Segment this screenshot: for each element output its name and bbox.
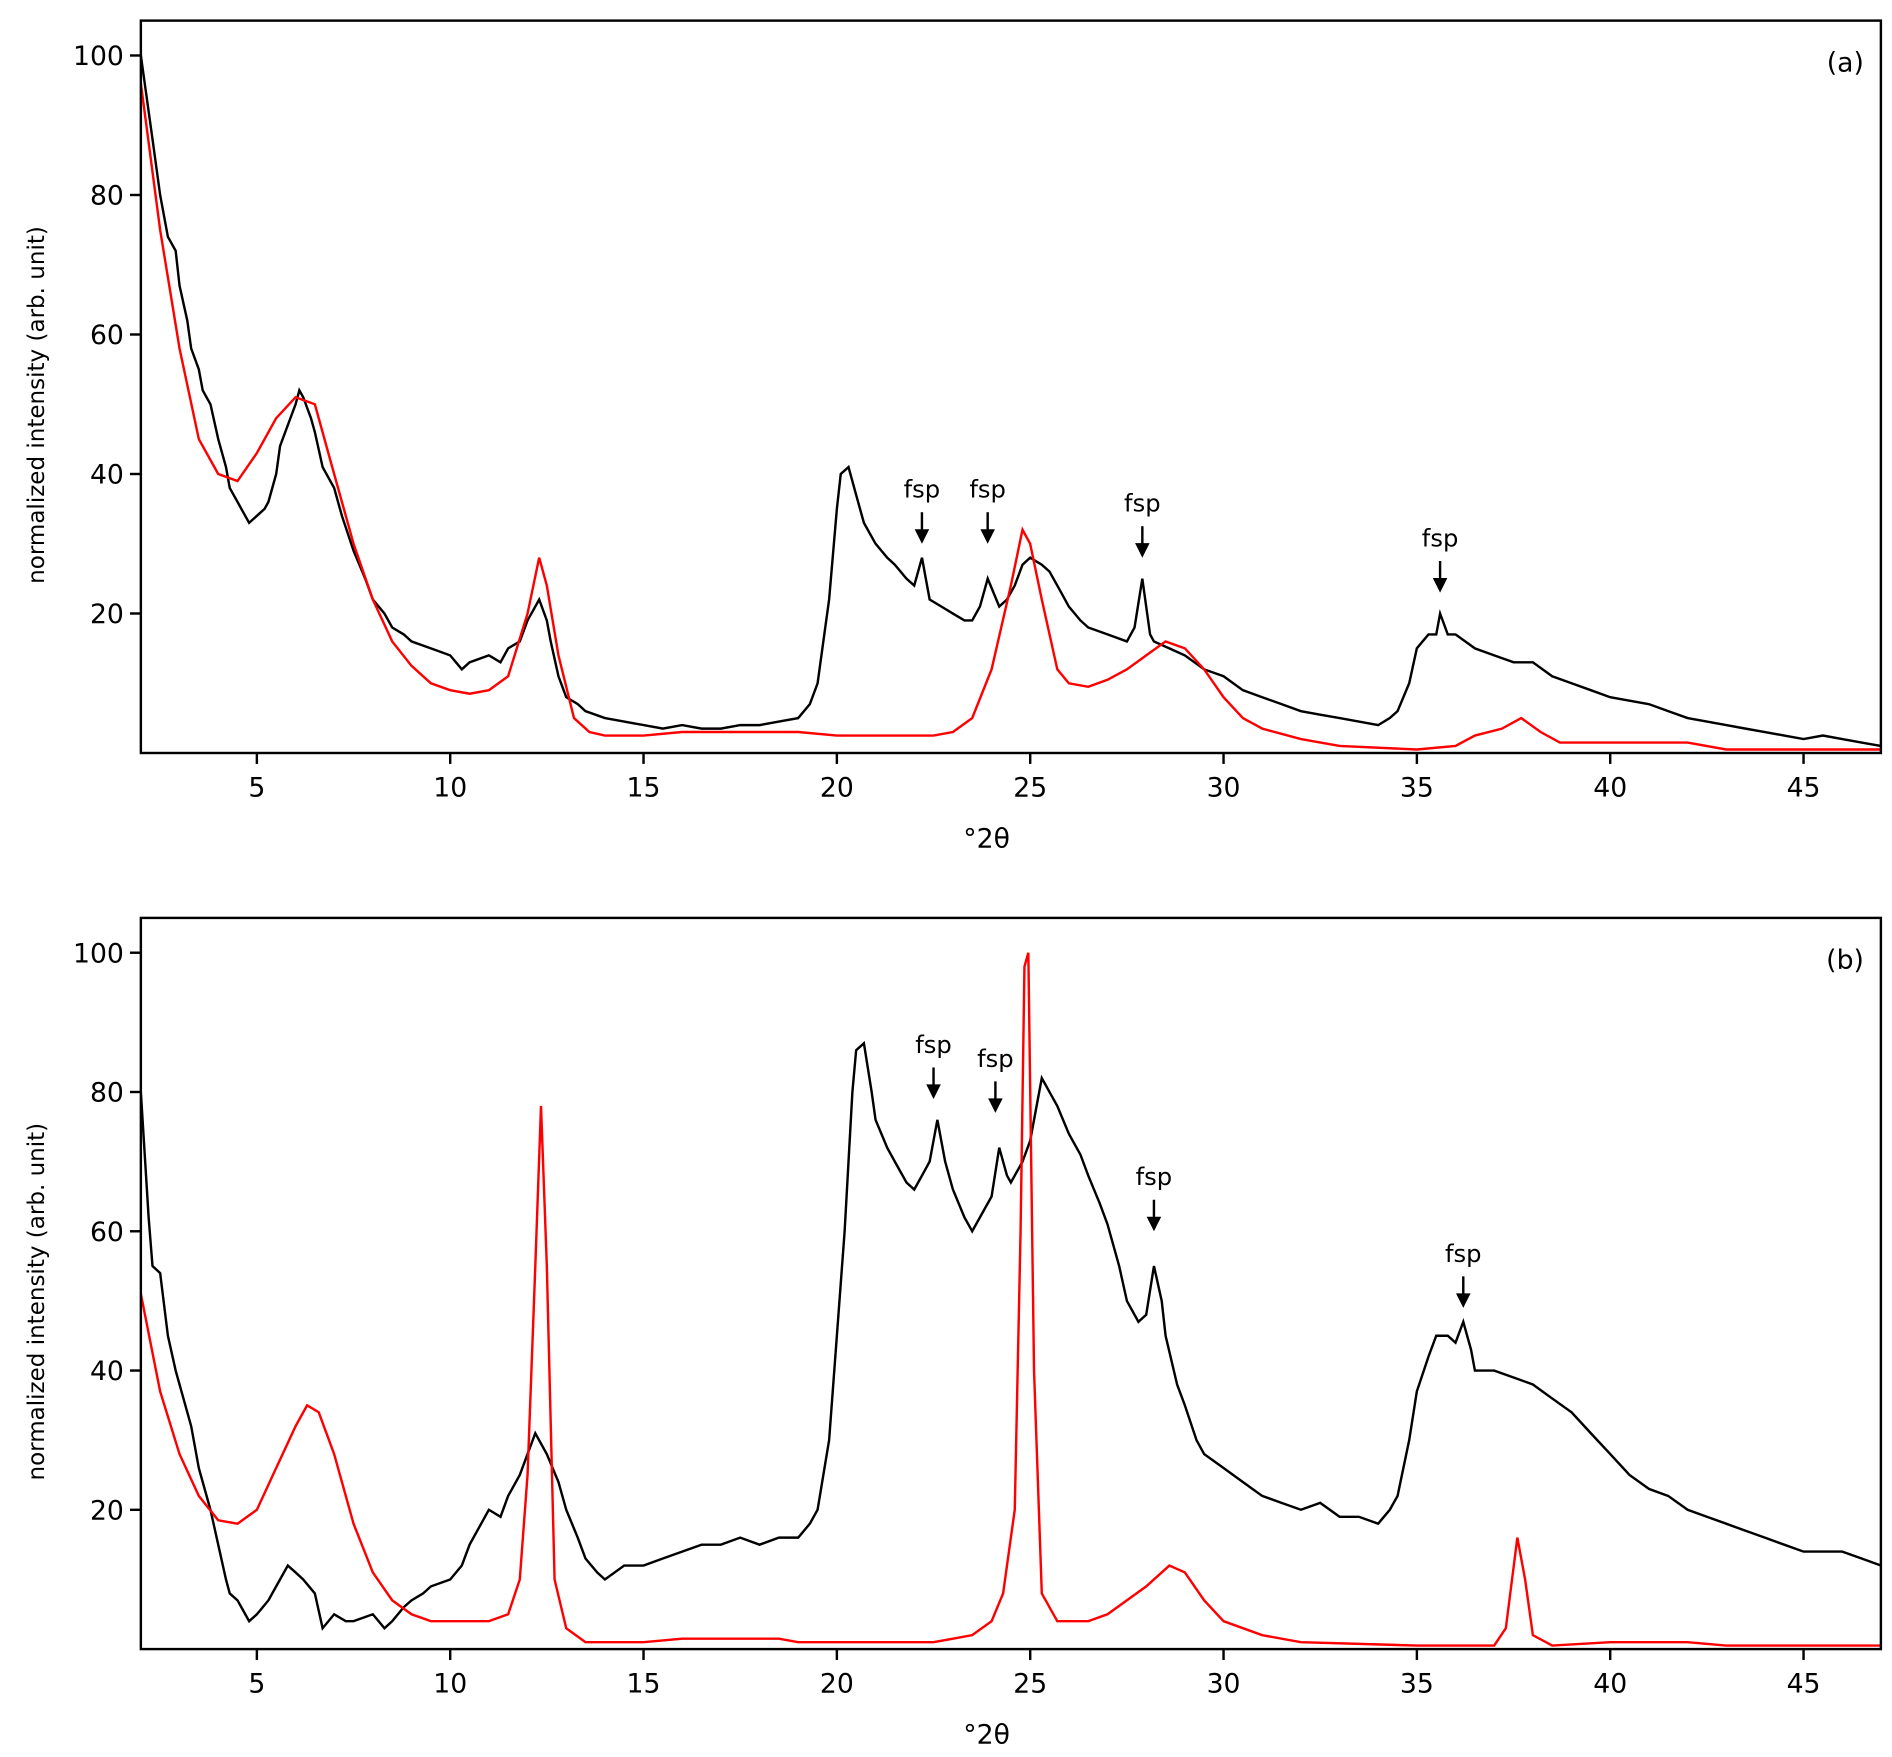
panel-label: (b) [1826,945,1864,976]
x-tick-label: 10 [433,1669,467,1700]
y-tick-label: 80 [90,181,124,212]
x-tick-label: 20 [820,1669,854,1700]
series-measured [140,1040,1881,1631]
y-tick-label: 100 [73,938,124,969]
series-calculated [140,83,1881,751]
fsp-arrow-head-icon [980,529,995,544]
y-axis-title: normalized intensity (arb. unit) [24,1123,50,1481]
x-tick-label: 10 [433,773,467,804]
fsp-annotation-label: fsp [1124,489,1161,518]
fsp-annotation-label: fsp [904,475,941,504]
fsp-arrow-head-icon [926,1084,941,1099]
x-axis-title: °2θ [963,1720,1010,1751]
x-tick-label: 45 [1787,773,1821,804]
fsp-annotation-label: fsp [977,1044,1014,1073]
y-tick-label: 20 [90,1496,124,1527]
x-tick-label: 15 [627,1669,661,1700]
x-tick-label: 40 [1593,1669,1627,1700]
fsp-arrow-head-icon [1432,578,1448,593]
plot-frame [139,19,1883,755]
x-tick-label: 35 [1400,773,1434,804]
fsp-arrow-head-icon [1456,1293,1471,1308]
x-tick-label: 30 [1207,773,1241,804]
y-tick-label: 40 [90,460,124,491]
y-tick-label: 60 [90,320,124,351]
x-tick-label: 25 [1013,773,1047,804]
y-tick-label: 80 [90,1078,124,1109]
x-tick-label: 40 [1593,773,1627,804]
y-tick-label: 100 [73,41,124,72]
fsp-annotation-label: fsp [1422,523,1459,552]
x-tick-label: 35 [1400,1669,1434,1700]
x-tick-label: 5 [248,773,265,804]
fsp-arrow-head-icon [988,1098,1003,1113]
x-tick-label: 45 [1787,1669,1821,1700]
x-tick-label: 15 [627,773,661,804]
panel-a: 5 10 15 20 25 30 35 40 45 20 40 60 80 100 °2θ normalize… [24,19,1883,855]
fsp-arrow-head-icon [914,529,930,544]
x-tick-label: 30 [1207,1669,1241,1700]
y-axis-title: normalized intensity (arb. unit) [24,226,50,584]
y-tick-label: 40 [90,1356,124,1387]
fsp-annotation-label: fsp [969,475,1006,504]
fsp-arrow-head-icon [1146,1216,1162,1232]
series-calculated [140,952,1881,1647]
panel-b: 5 10 15 20 25 30 35 40 45 20 40 60 80 100 °2θ normalize… [24,916,1883,1751]
x-tick-label: 20 [820,773,854,804]
x-tick-label: 5 [248,1669,265,1700]
x-axis-title: °2θ [963,824,1010,855]
fsp-annotation-label: fsp [915,1030,952,1059]
y-tick-label: 60 [90,1217,124,1248]
fsp-annotation-label: fsp [1445,1239,1482,1268]
fsp-arrow-head-icon [1135,543,1150,558]
plot-frame [139,916,1883,1651]
y-tick-label: 20 [90,599,124,630]
series-measured [140,55,1881,748]
x-tick-label: 25 [1013,1669,1047,1700]
panel-label: (a) [1827,48,1864,79]
fsp-annotation-label: fsp [1136,1162,1173,1191]
